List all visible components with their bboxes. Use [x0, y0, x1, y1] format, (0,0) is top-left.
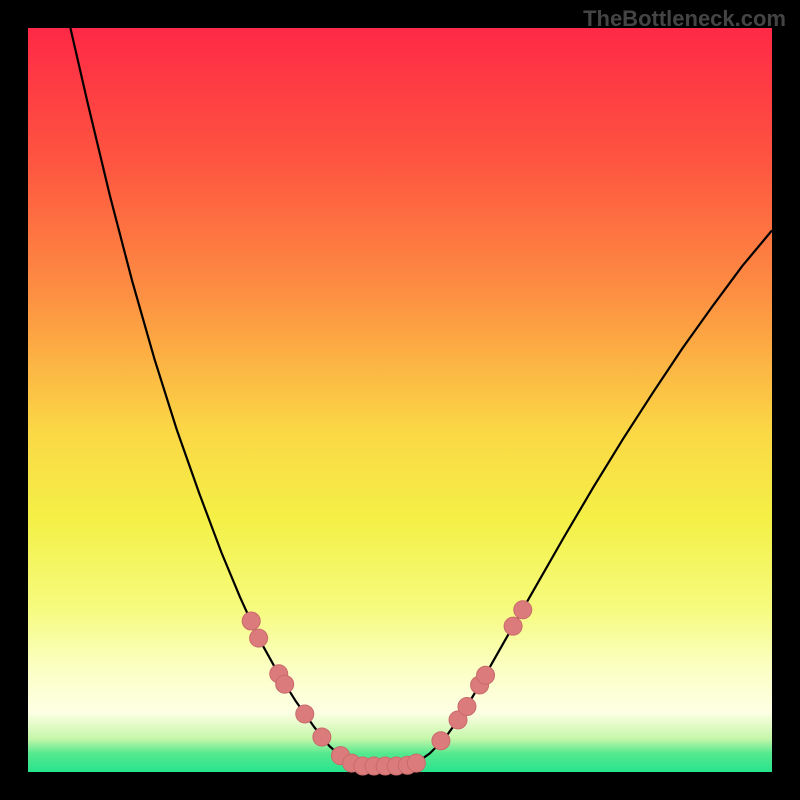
- data-marker: [407, 754, 425, 772]
- chart-container: TheBottleneck.com: [0, 0, 800, 800]
- data-marker: [458, 698, 476, 716]
- data-marker: [514, 601, 532, 619]
- data-marker: [477, 666, 495, 684]
- data-marker: [242, 612, 260, 630]
- chart-background: [28, 28, 772, 772]
- data-marker: [504, 617, 522, 635]
- data-marker: [313, 728, 331, 746]
- data-marker: [250, 629, 268, 647]
- data-marker: [296, 705, 314, 723]
- watermark: TheBottleneck.com: [583, 6, 786, 32]
- bottleneck-curve-chart: [0, 0, 800, 800]
- data-marker: [432, 732, 450, 750]
- data-marker: [276, 675, 294, 693]
